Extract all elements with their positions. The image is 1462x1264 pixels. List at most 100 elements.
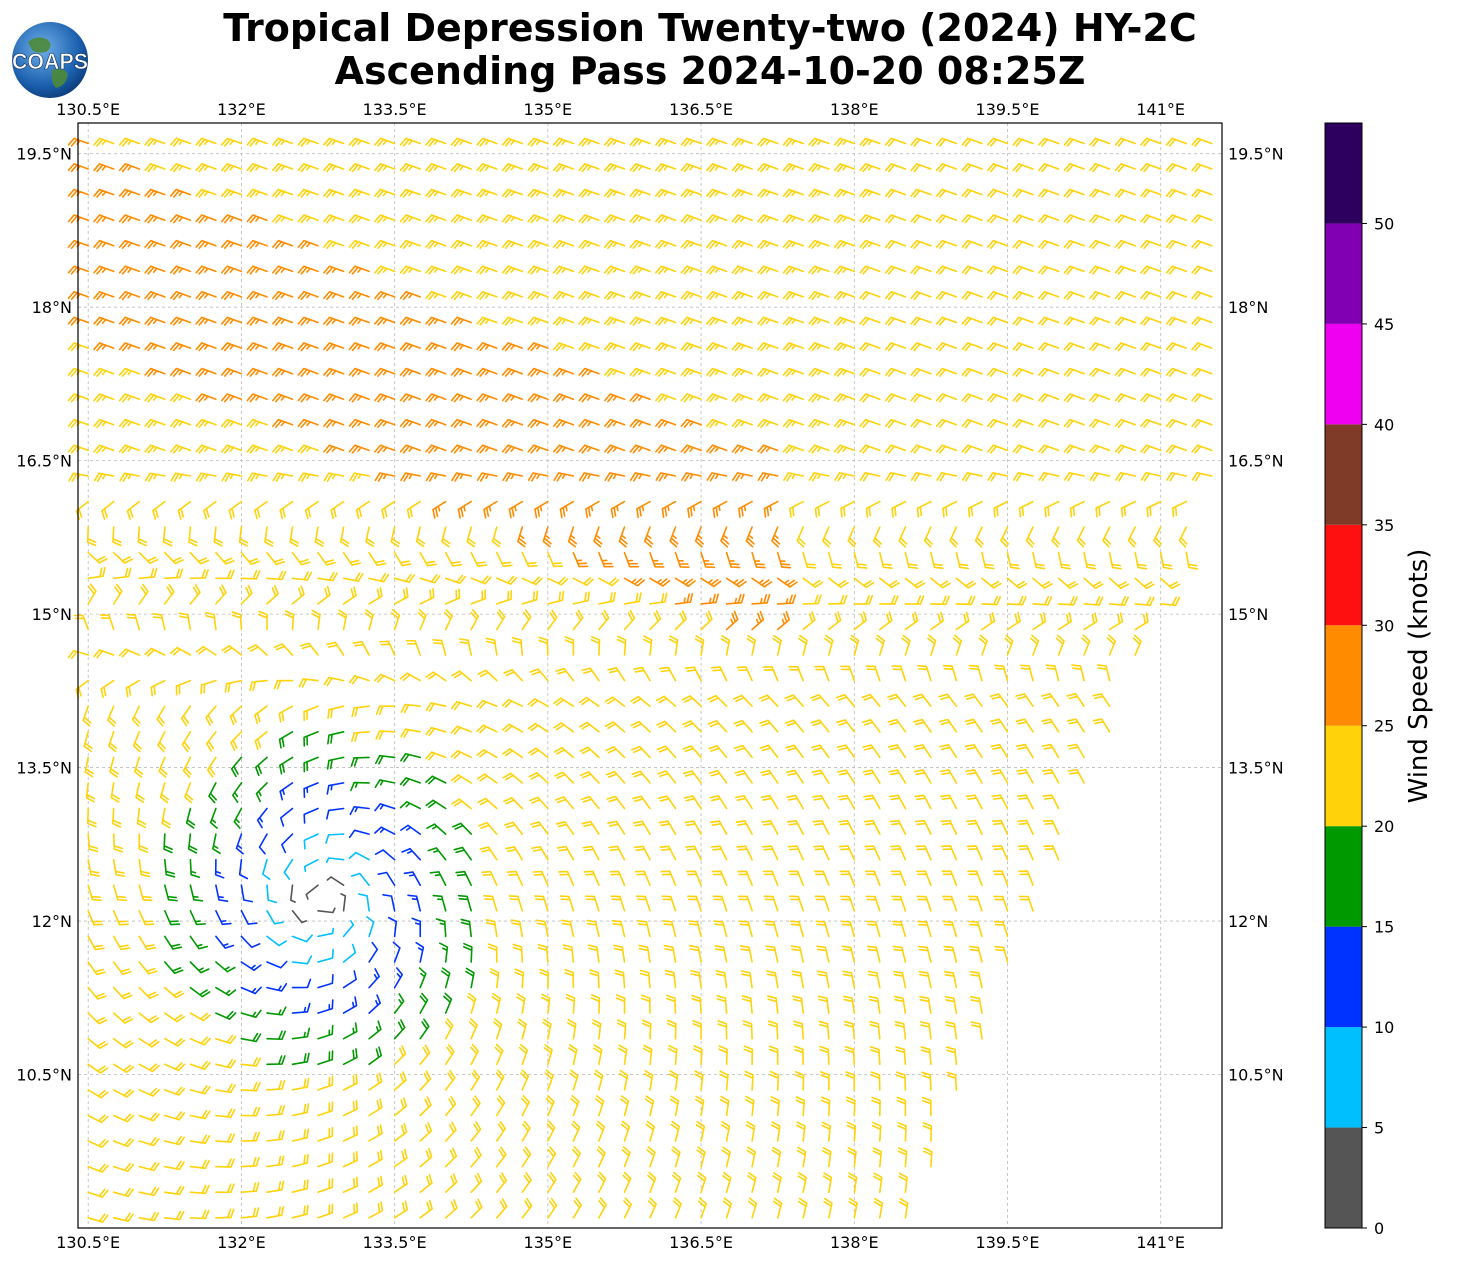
wind-barb bbox=[734, 769, 753, 784]
wind-barb bbox=[942, 920, 958, 938]
lon-tick-top: 138°E bbox=[830, 100, 879, 119]
wind-barb bbox=[718, 1045, 728, 1066]
wind-barb bbox=[614, 969, 626, 989]
wind-barb bbox=[840, 895, 856, 912]
wind-barb bbox=[152, 613, 166, 631]
wind-barb bbox=[342, 920, 355, 938]
wind-barb bbox=[706, 214, 728, 224]
wind-barb bbox=[964, 693, 983, 708]
lon-tick-bottom: 138°E bbox=[830, 1233, 879, 1252]
wind-barb bbox=[348, 214, 370, 224]
wind-barb bbox=[502, 472, 524, 482]
wind-barb bbox=[833, 163, 856, 173]
wind-barb bbox=[220, 163, 243, 173]
wind-barb bbox=[1063, 265, 1085, 275]
wind-barb bbox=[187, 833, 198, 854]
colorbar-bin bbox=[1325, 625, 1362, 726]
wind-barb bbox=[297, 393, 319, 403]
wind-barb bbox=[732, 694, 753, 708]
wind-barb bbox=[552, 393, 575, 403]
wind-barb bbox=[1134, 596, 1155, 607]
wind-barb bbox=[138, 567, 158, 580]
wind-barb bbox=[246, 137, 268, 147]
wind-barb bbox=[532, 870, 549, 887]
wind-barb bbox=[425, 444, 447, 454]
wind-barb bbox=[1191, 163, 1213, 173]
wind-barb bbox=[470, 1069, 480, 1091]
wind-barb bbox=[910, 342, 932, 352]
wind-barb bbox=[508, 500, 524, 519]
wind-barb bbox=[215, 1108, 236, 1118]
wind-barb bbox=[93, 418, 115, 429]
wind-barb bbox=[247, 644, 268, 656]
wind-barb bbox=[706, 342, 728, 352]
wind-barb bbox=[695, 1120, 706, 1142]
wind-barb bbox=[272, 290, 294, 301]
wind-barb bbox=[843, 995, 856, 1014]
wind-barb bbox=[731, 367, 753, 377]
wind-barb bbox=[266, 1105, 285, 1117]
wind-barb bbox=[138, 986, 159, 999]
wind-barb bbox=[655, 137, 677, 147]
wind-barb bbox=[833, 188, 856, 198]
wind-barb bbox=[231, 782, 243, 804]
wind-barb bbox=[822, 526, 832, 548]
wind-barb bbox=[534, 500, 549, 519]
wind-barb bbox=[180, 705, 192, 727]
wind-barb bbox=[810, 744, 830, 759]
wind-barb bbox=[637, 920, 651, 938]
wind-barb bbox=[821, 1121, 831, 1142]
wind-barb bbox=[470, 609, 480, 631]
wind-barb bbox=[195, 163, 217, 173]
wind-barb bbox=[144, 367, 166, 377]
wind-barb bbox=[289, 526, 299, 547]
wind-barb bbox=[403, 871, 422, 887]
wind-barb bbox=[495, 1198, 508, 1219]
wind-barb bbox=[470, 1198, 483, 1219]
wind-barb bbox=[112, 1162, 135, 1173]
wind-barb bbox=[325, 833, 345, 844]
wind-barb bbox=[246, 418, 268, 429]
wind-barb bbox=[655, 444, 677, 454]
wind-barb bbox=[138, 1186, 160, 1197]
wind-barb bbox=[527, 418, 549, 429]
wind-barb bbox=[1083, 577, 1104, 589]
wind-barb bbox=[887, 693, 907, 708]
wind-barb bbox=[961, 444, 983, 454]
wind-barb bbox=[195, 444, 217, 454]
wind-barb bbox=[505, 846, 524, 861]
wind-barb bbox=[892, 945, 907, 963]
wind-barb bbox=[706, 444, 728, 454]
wind-barb bbox=[706, 393, 728, 403]
wind-barb bbox=[425, 188, 447, 198]
wind-barb bbox=[922, 1121, 933, 1142]
wind-barb bbox=[326, 876, 345, 887]
wind-barb bbox=[936, 472, 958, 482]
wind-barb bbox=[607, 667, 626, 682]
wind-barb bbox=[317, 927, 335, 938]
wind-barb bbox=[713, 920, 728, 938]
wind-barb bbox=[888, 794, 907, 810]
wind-barb bbox=[169, 137, 192, 147]
wind-barb bbox=[555, 820, 575, 835]
wind-barb bbox=[305, 884, 319, 900]
wind-barb bbox=[1057, 577, 1079, 589]
wind-barb bbox=[375, 754, 396, 765]
wind-barb bbox=[1178, 526, 1188, 548]
wind-barb bbox=[325, 857, 345, 864]
wind-barb bbox=[495, 1120, 507, 1142]
wind-barb bbox=[272, 472, 294, 482]
wind-barb bbox=[632, 820, 651, 835]
wind-barb bbox=[1095, 500, 1111, 518]
wind-barb bbox=[751, 551, 766, 569]
wind-barb bbox=[744, 1070, 754, 1091]
wind-barb bbox=[706, 239, 728, 250]
wind-barb bbox=[169, 214, 192, 224]
wind-barb bbox=[930, 551, 944, 570]
wind-barb bbox=[1041, 743, 1060, 759]
wind-barb bbox=[87, 1012, 108, 1025]
wind-barb bbox=[432, 500, 447, 519]
wind-barb bbox=[443, 609, 453, 631]
wind-barb bbox=[1134, 577, 1155, 590]
wind-barb bbox=[687, 895, 702, 912]
